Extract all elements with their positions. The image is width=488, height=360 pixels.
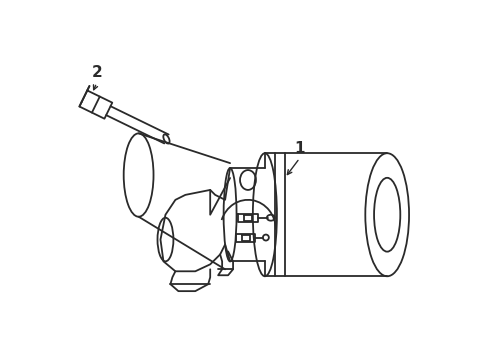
Text: 2: 2 <box>91 65 102 80</box>
Text: 1: 1 <box>294 141 305 156</box>
